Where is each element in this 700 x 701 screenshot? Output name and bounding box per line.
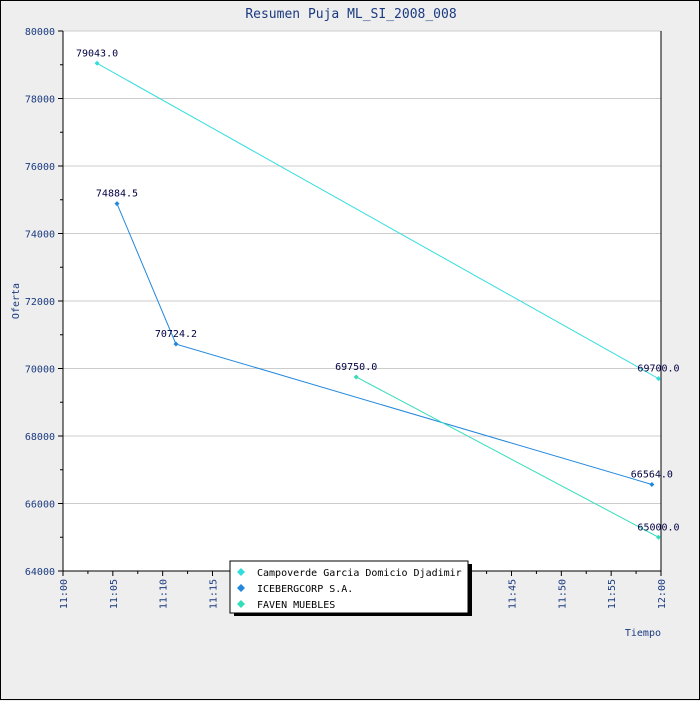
- data-point: [173, 341, 179, 347]
- x-tick-label: 11:15: [209, 579, 220, 609]
- y-tick-label: 74000: [25, 230, 55, 241]
- legend-items: Campoverde Garcia Domicio Djadimir ICEBER…: [237, 568, 462, 611]
- series-line: [355, 376, 659, 538]
- legend: Campoverde Garcia Domicio Djadimir ICEBER…: [229, 560, 472, 616]
- x-tick-label: 12:00: [657, 579, 668, 609]
- data-label: 70724.2: [155, 329, 197, 340]
- legend-marker: [237, 584, 245, 592]
- series-line: [96, 62, 659, 380]
- data-label: 69750.0: [335, 362, 377, 373]
- x-tick-label: 11:45: [508, 579, 519, 609]
- data-label: 79043.0: [76, 48, 118, 59]
- data-point: [656, 376, 662, 382]
- y-tick-label: 80000: [25, 27, 55, 38]
- y-tick-label: 68000: [25, 432, 55, 443]
- data-label: 66564.0: [631, 469, 673, 480]
- x-tick-label: 11:05: [109, 579, 120, 609]
- legend-marker: [237, 568, 245, 576]
- data-point: [114, 201, 120, 207]
- y-tick-label: 70000: [25, 365, 55, 376]
- data-point: [656, 534, 662, 540]
- y-tick-label: 72000: [25, 297, 55, 308]
- data-point: [353, 374, 359, 380]
- y-axis-label: Oferta: [11, 283, 22, 319]
- x-tick-label: 11:55: [607, 579, 618, 609]
- y-tick-label: 78000: [25, 95, 55, 106]
- legend-label: Campoverde Garcia Domicio Djadimir: [257, 568, 462, 579]
- data-label: 74884.5: [96, 189, 138, 200]
- data-labels: 79043.0 69700.0 74884.5 70724.2 66564.0 69750…: [76, 48, 680, 533]
- y-tick-label: 66000: [25, 500, 55, 511]
- data-point: [94, 60, 100, 66]
- legend-box: [229, 560, 469, 614]
- data-label: 65000.0: [637, 522, 679, 533]
- x-tick-label: 11:00: [59, 579, 70, 609]
- legend-label: FAVEN MUEBLES: [257, 600, 335, 611]
- legend-label: ICEBERGCORP S.A.: [257, 584, 353, 595]
- x-tick-label: 11:10: [159, 579, 170, 609]
- data-label: 69700.0: [637, 364, 679, 375]
- legend-marker: [237, 600, 245, 608]
- x-axis-label: Tiempo: [625, 628, 661, 639]
- x-tick-label: 11:50: [557, 579, 568, 609]
- chart-title: Resumen Puja ML_SI_2008_008: [245, 7, 456, 22]
- y-tick-label: 64000: [25, 567, 55, 578]
- y-tick-label: 76000: [25, 162, 55, 173]
- data-point: [649, 481, 655, 487]
- data-points: [94, 60, 662, 540]
